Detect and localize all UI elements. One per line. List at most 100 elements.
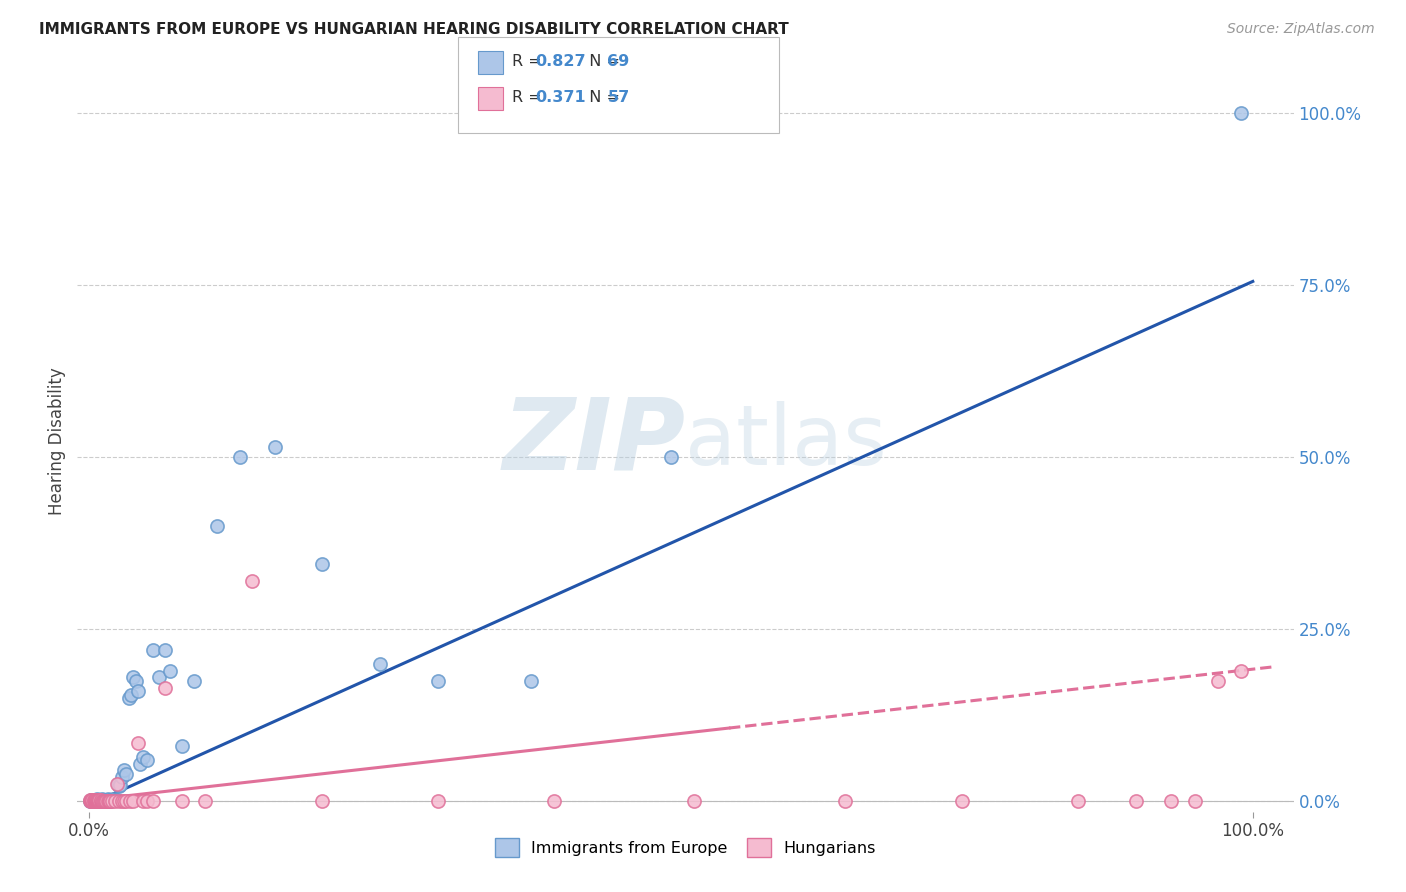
Point: [142, 794, 165, 808]
Point: [153, 643, 176, 657]
Point: [97, 794, 120, 808]
Point: [90, 794, 112, 808]
Point: [84, 794, 107, 808]
Point: [90, 794, 112, 808]
Point: [118, 794, 141, 808]
Point: [96, 793, 118, 807]
Point: [83, 793, 105, 807]
Point: [115, 794, 138, 808]
Point: [89, 793, 111, 807]
Point: [1184, 794, 1206, 808]
Point: [311, 557, 333, 571]
Point: [194, 794, 217, 808]
Point: [91, 794, 114, 808]
Point: [131, 794, 153, 808]
Point: [311, 794, 333, 808]
Point: [79, 794, 101, 808]
Point: [93, 794, 115, 808]
Point: [87, 793, 110, 807]
Point: [229, 450, 252, 464]
Point: [115, 767, 138, 781]
Point: [93, 794, 115, 808]
Point: [543, 794, 565, 808]
Point: [80, 794, 103, 808]
Point: [170, 794, 193, 808]
Point: [97, 794, 120, 808]
Point: [82, 794, 104, 808]
Point: [136, 794, 159, 808]
Point: [86, 792, 108, 806]
Point: [97, 792, 120, 806]
Point: [112, 764, 135, 778]
Point: [84, 793, 107, 807]
Point: [136, 753, 159, 767]
Point: [427, 794, 450, 808]
Point: [108, 779, 131, 793]
Point: [96, 794, 118, 808]
Point: [1230, 664, 1253, 678]
Point: [659, 450, 682, 464]
Y-axis label: Hearing Disability: Hearing Disability: [48, 368, 66, 516]
Point: [83, 794, 105, 808]
Point: [129, 756, 152, 771]
Point: [107, 777, 129, 791]
Point: [950, 794, 973, 808]
Point: [98, 794, 121, 808]
Point: [159, 664, 181, 678]
Point: [91, 793, 114, 807]
Point: [87, 793, 110, 807]
Point: [368, 657, 391, 671]
Point: [89, 794, 111, 808]
Point: [82, 793, 104, 807]
Point: [80, 793, 103, 807]
Point: [83, 794, 105, 808]
Point: [127, 736, 149, 750]
Point: [103, 792, 125, 806]
Point: [96, 794, 118, 808]
Point: [97, 794, 120, 808]
Point: [86, 793, 108, 807]
Point: [240, 574, 263, 588]
Text: 0.827: 0.827: [536, 54, 586, 69]
Text: IMMIGRANTS FROM EUROPE VS HUNGARIAN HEARING DISABILITY CORRELATION CHART: IMMIGRANTS FROM EUROPE VS HUNGARIAN HEAR…: [39, 22, 789, 37]
Point: [91, 794, 114, 808]
Point: [1067, 794, 1090, 808]
Point: [86, 794, 108, 808]
Point: [205, 519, 228, 533]
Point: [82, 793, 104, 807]
Point: [103, 793, 125, 807]
Point: [97, 793, 120, 807]
Point: [89, 794, 111, 808]
Point: [183, 673, 205, 688]
Text: 57: 57: [607, 90, 630, 104]
Point: [105, 793, 128, 807]
Point: [117, 691, 139, 706]
Text: atlas: atlas: [686, 401, 887, 482]
Point: [80, 794, 103, 808]
Point: [110, 794, 132, 808]
Point: [112, 794, 135, 808]
Point: [427, 673, 450, 688]
Point: [108, 794, 131, 808]
Text: 69: 69: [607, 54, 630, 69]
Point: [100, 793, 122, 807]
Point: [87, 794, 110, 808]
Point: [120, 688, 142, 702]
Point: [520, 673, 543, 688]
Point: [83, 794, 105, 808]
Point: [84, 793, 107, 807]
Text: N =: N =: [579, 54, 626, 69]
Point: [97, 794, 120, 808]
Point: [87, 794, 110, 808]
Point: [86, 794, 108, 808]
Point: [148, 670, 170, 684]
Point: [90, 794, 112, 808]
Point: [683, 794, 706, 808]
Point: [90, 793, 112, 807]
Point: [83, 793, 105, 807]
Point: [834, 794, 856, 808]
Point: [90, 792, 112, 806]
Text: 0.371: 0.371: [536, 90, 586, 104]
Point: [94, 793, 117, 807]
Point: [79, 793, 101, 807]
